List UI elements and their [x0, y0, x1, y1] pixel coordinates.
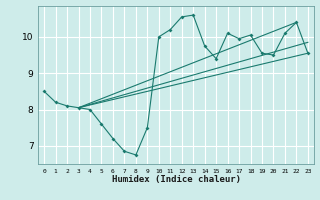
X-axis label: Humidex (Indice chaleur): Humidex (Indice chaleur) — [111, 175, 241, 184]
